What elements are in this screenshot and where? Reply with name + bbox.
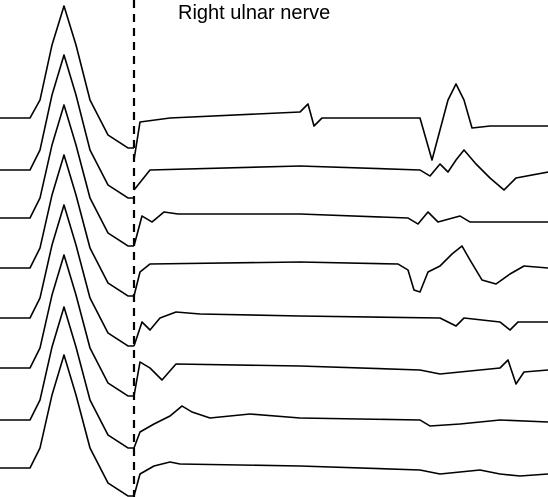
trace-2-response bbox=[134, 150, 548, 190]
trace-6-stimulus-artifact bbox=[0, 255, 134, 396]
trace-1-response bbox=[134, 84, 548, 160]
trace-3-stimulus-artifact bbox=[0, 105, 134, 246]
trace-6-response bbox=[134, 360, 548, 396]
trace-5-response bbox=[134, 312, 548, 346]
trace-5-stimulus-artifact bbox=[0, 205, 134, 346]
trace-8-stimulus-artifact bbox=[0, 355, 134, 496]
trace-7-response bbox=[134, 406, 548, 448]
trace-1-stimulus-artifact bbox=[0, 6, 134, 148]
trace-4-stimulus-artifact bbox=[0, 155, 134, 296]
trace-7-stimulus-artifact bbox=[0, 307, 134, 448]
trace-3-response bbox=[134, 212, 548, 246]
trace-8-response bbox=[134, 462, 548, 496]
trace-4-response bbox=[134, 246, 548, 296]
trace-2-stimulus-artifact bbox=[0, 55, 134, 198]
traces bbox=[0, 6, 548, 496]
